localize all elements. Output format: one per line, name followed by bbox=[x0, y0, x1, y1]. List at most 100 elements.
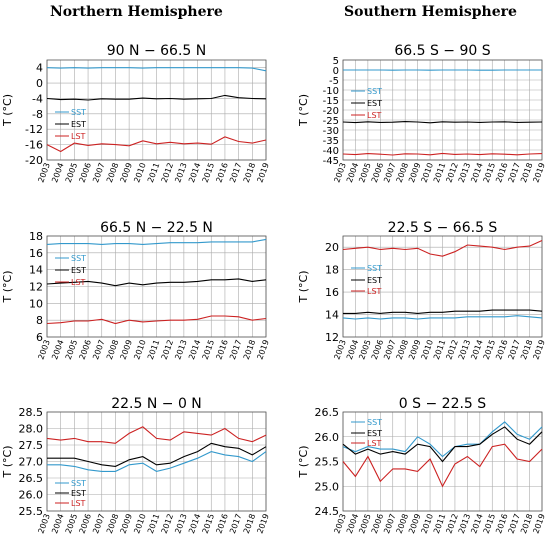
series-line-lst bbox=[342, 239, 543, 257]
plot-frame bbox=[46, 59, 267, 161]
series-line-est bbox=[343, 309, 543, 314]
y-axis-label: T (°C) bbox=[297, 271, 310, 304]
y-axis-label: T (°C) bbox=[1, 446, 14, 479]
y-tick-label: 12 bbox=[29, 281, 43, 294]
series-line-sst bbox=[342, 315, 543, 320]
southern-hemisphere-header: Southern Hemisphere bbox=[344, 4, 517, 20]
y-tick-label: 25.5 bbox=[315, 456, 340, 469]
y-tick-label: 5 bbox=[333, 56, 339, 67]
series-line-lst bbox=[46, 315, 267, 325]
legend-label: LST bbox=[367, 111, 382, 120]
series-line-sst bbox=[342, 421, 543, 458]
y-tick-label: -20 bbox=[323, 106, 339, 117]
legend-label: EST bbox=[367, 99, 382, 108]
y-tick-label: -5 bbox=[329, 76, 339, 87]
y-tick-label: 8 bbox=[36, 314, 43, 327]
series-line-est bbox=[46, 278, 267, 287]
y-tick-label: -15 bbox=[323, 96, 339, 107]
y-tick-label: 0 bbox=[36, 77, 43, 90]
legend-label: SST bbox=[367, 264, 382, 273]
y-tick-label: 26.5 bbox=[19, 472, 44, 485]
y-tick-label: 27.5 bbox=[19, 439, 44, 452]
y-tick-label: 27.0 bbox=[19, 456, 44, 469]
series-line-est bbox=[46, 94, 267, 101]
y-tick-label: -8 bbox=[32, 108, 43, 121]
y-tick-label: 14 bbox=[29, 264, 43, 277]
x-tick-label: 2019 bbox=[255, 339, 270, 361]
plot-frame bbox=[342, 59, 543, 161]
legend-label: LST bbox=[71, 278, 86, 287]
series-line-lst bbox=[342, 152, 543, 156]
legend-label: EST bbox=[367, 429, 382, 438]
series-line-sst bbox=[46, 67, 267, 72]
y-tick-label: 18 bbox=[325, 264, 339, 277]
y-tick-label: -45 bbox=[323, 156, 339, 167]
y-tick-label: 24.5 bbox=[315, 505, 340, 518]
series-line-est bbox=[342, 426, 543, 463]
series-line-est bbox=[47, 442, 267, 467]
chart-panel-1: 90 N − 66.5 NT (°C)40-4-8-12-16-20200320… bbox=[1, 43, 271, 184]
y-tick-label: 26.0 bbox=[315, 431, 340, 444]
northern-hemisphere-header: Northern Hemisphere bbox=[50, 4, 223, 20]
legend-label: SST bbox=[71, 479, 86, 488]
y-tick-label: 16 bbox=[325, 286, 339, 299]
chart-panel-6: 0 S − 22.5 ST (°C)26.526.025.525.024.520… bbox=[297, 396, 547, 535]
y-tick-label: -4 bbox=[32, 92, 43, 105]
y-tick-label: 12 bbox=[325, 331, 339, 344]
legend-label: EST bbox=[367, 276, 382, 285]
chart-panel-2: 66.5 S − 90 S T (°C) 50-5-10-15-20-25-30-3… bbox=[297, 43, 547, 184]
y-axis-label: T (°C) bbox=[1, 94, 14, 127]
y-tick-label: 0 bbox=[333, 66, 339, 77]
y-tick-label: -20 bbox=[25, 154, 43, 167]
panel-title: 90 N − 66.5 N bbox=[107, 43, 206, 59]
legend-label: EST bbox=[71, 489, 86, 498]
y-tick-label: 20 bbox=[325, 241, 339, 254]
y-tick-label: 25.5 bbox=[19, 505, 44, 518]
series-line-sst bbox=[47, 451, 267, 472]
plot-frame bbox=[46, 235, 267, 338]
y-tick-label: 14 bbox=[325, 309, 339, 322]
series-line-est bbox=[342, 121, 543, 124]
x-tick-label: 2019 bbox=[255, 162, 270, 184]
legend-label: LST bbox=[71, 132, 86, 141]
series-line-lst bbox=[46, 136, 267, 153]
y-tick-label: -40 bbox=[323, 146, 339, 157]
plot-frame bbox=[342, 235, 543, 338]
y-tick-label: 28.5 bbox=[19, 406, 44, 419]
chart-panel-5: 22.5 N − 0 N T (°C) 28.5 28.0 27.5 27.0 26.5 26… bbox=[1, 396, 271, 535]
legend-label: SST bbox=[71, 254, 86, 263]
y-tick-label: 18 bbox=[29, 230, 43, 243]
y-tick-label: -25 bbox=[323, 116, 339, 127]
legend-label: EST bbox=[71, 120, 86, 129]
y-tick-label: 26.0 bbox=[19, 489, 44, 502]
chart-panel-3: 66.5 N − 22.5 NT (°C)1816141210862003200… bbox=[1, 220, 271, 361]
plot-frame bbox=[46, 411, 267, 512]
panel-title: 66.5 N − 22.5 N bbox=[100, 220, 213, 236]
panel-title: 0 S − 22.5 S bbox=[399, 396, 486, 412]
legend-label: SST bbox=[367, 418, 382, 427]
y-axis-label: T (°C) bbox=[297, 446, 310, 479]
chart-panel-4: 22.5 S − 66.5 ST (°C)2018161412200320042… bbox=[297, 220, 547, 361]
legend-label: EST bbox=[71, 266, 86, 275]
legend-label: LST bbox=[367, 287, 382, 296]
y-tick-label: -30 bbox=[323, 126, 339, 137]
y-axis-label: T (°C) bbox=[297, 94, 310, 127]
series-line-lst bbox=[342, 443, 543, 488]
y-tick-label: 6 bbox=[36, 331, 43, 344]
series-line-lst bbox=[46, 426, 267, 444]
y-tick-label: -12 bbox=[25, 123, 43, 136]
y-axis-label: T (°C) bbox=[1, 271, 14, 304]
y-tick-label: 28.0 bbox=[19, 423, 44, 436]
legend-label: SST bbox=[71, 108, 86, 117]
panel-title: 66.5 S − 90 S bbox=[394, 43, 490, 59]
y-tick-label: 16 bbox=[29, 247, 43, 260]
y-tick-label: -35 bbox=[323, 136, 339, 147]
y-tick-label: 25.0 bbox=[315, 480, 340, 493]
legend-label: SST bbox=[367, 87, 382, 96]
panel-title: 22.5 S − 66.5 S bbox=[388, 220, 498, 236]
y-tick-label: -10 bbox=[323, 86, 339, 97]
y-tick-label: 4 bbox=[36, 62, 43, 75]
series-line-sst bbox=[46, 238, 267, 245]
legend-label: LST bbox=[367, 439, 382, 448]
